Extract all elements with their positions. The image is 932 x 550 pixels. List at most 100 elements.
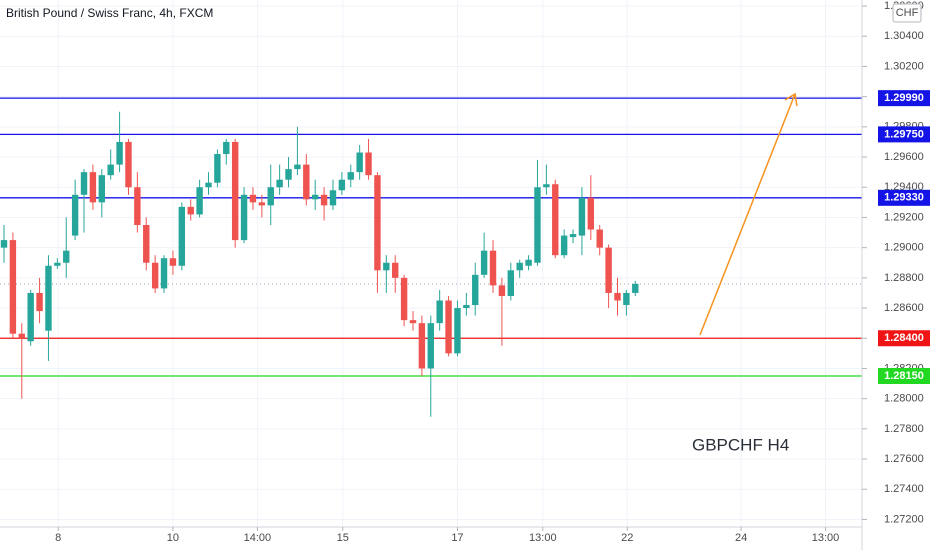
candle-body [578,197,586,236]
candle-body [552,184,559,256]
level-tag [878,330,930,347]
candle-body [472,274,479,306]
candle-body [596,229,603,248]
candle-body [240,194,248,241]
candle-body [160,258,168,289]
candle-body [80,172,88,195]
candle-body [347,172,354,180]
candle-body [54,262,61,266]
arrow-line [699,93,796,336]
candle-body [338,179,346,191]
annotation: GBPCHF H4 [692,435,789,454]
candle-body [374,175,381,271]
candle-body [605,247,612,293]
candle-body [258,202,266,206]
candle-body [560,235,568,256]
chart-title: British Pound / Swiss Franc, 4h, FXCM [6,6,213,20]
candle-body [63,250,70,263]
candle-body [294,164,301,170]
candle-body [27,292,34,342]
candle-body [569,234,577,238]
candle-body [516,262,523,271]
candle-body [525,259,532,266]
y-tick-label: 1.30400 [884,30,924,42]
level-tag [878,189,930,206]
candle-body [400,277,408,321]
candle-body [383,262,390,271]
candle-body [498,285,506,296]
candle-body [169,258,177,266]
candle-body [196,187,203,215]
candle-body [480,250,488,275]
candle-body [187,206,194,215]
x-tick-label: 10 [167,532,179,544]
candle-body [18,333,25,339]
x-tick-label: 15 [337,532,349,544]
candle-body [9,240,17,334]
currency: CHF [896,7,919,19]
candle-body [276,179,283,188]
candle-body [285,169,292,180]
x-tick-label: 14:00 [244,532,272,544]
y-tick-label: 1.29200 [884,211,924,223]
candle-body [489,250,497,286]
projection-arrow [699,92,798,336]
candle-body [125,141,132,188]
candle-body [107,164,114,176]
y-tick-label: 1.28000 [884,393,924,405]
candle-body [543,184,550,188]
candle-body [587,197,595,230]
candle-body [267,187,274,206]
y-tick-label: 1.28600 [884,302,924,314]
level-tag [878,126,930,143]
candle-body [320,194,328,206]
y-tick-label: 1.27400 [884,483,924,495]
candle-body [614,292,621,301]
candle-body [329,190,337,206]
y-tick-label: 1.30200 [884,60,924,72]
x-tick-label: 17 [451,532,463,544]
candle-body [214,154,221,183]
level-label: 1.29990 [884,92,924,104]
candle-body [231,141,239,241]
grid [0,0,862,527]
level-label: 1.29330 [884,192,924,204]
x-tick-label: 13:00 [529,532,557,544]
candle-body [454,308,461,354]
candle-body [151,262,159,289]
candle-body [311,194,319,200]
x-tick-label: 22 [621,532,633,544]
candle-body [463,305,470,309]
candle-body [143,224,150,263]
candle-body [116,141,123,165]
y-tick-label: 1.27200 [884,513,924,525]
candle-body [178,206,186,266]
candle-body [205,182,212,188]
candle-body [98,175,106,203]
candle-body [507,270,514,296]
candle-body [436,300,443,324]
candle-body [356,152,363,173]
level-tag [878,367,930,384]
x-tick-label: 13:00 [812,532,840,544]
y-tick-label: 1.28800 [884,272,924,284]
candle-body [45,265,52,331]
candle-body [534,187,541,263]
candle-body [249,194,257,203]
candles [0,111,639,417]
candle-body [89,172,97,203]
candle-body [623,292,630,306]
x-tick-label: 8 [55,532,61,544]
candle-body [71,194,79,236]
level-tag [878,90,930,107]
candle-body [223,141,230,155]
y-tick-label: 1.29000 [884,242,924,254]
level-label: 1.28150 [884,370,924,382]
candle-body [134,187,141,225]
arrow-head [784,92,798,107]
candle-body [36,292,43,312]
x-tick-label: 24 [735,532,747,544]
candle-body [632,283,639,293]
candle-body [409,320,417,324]
